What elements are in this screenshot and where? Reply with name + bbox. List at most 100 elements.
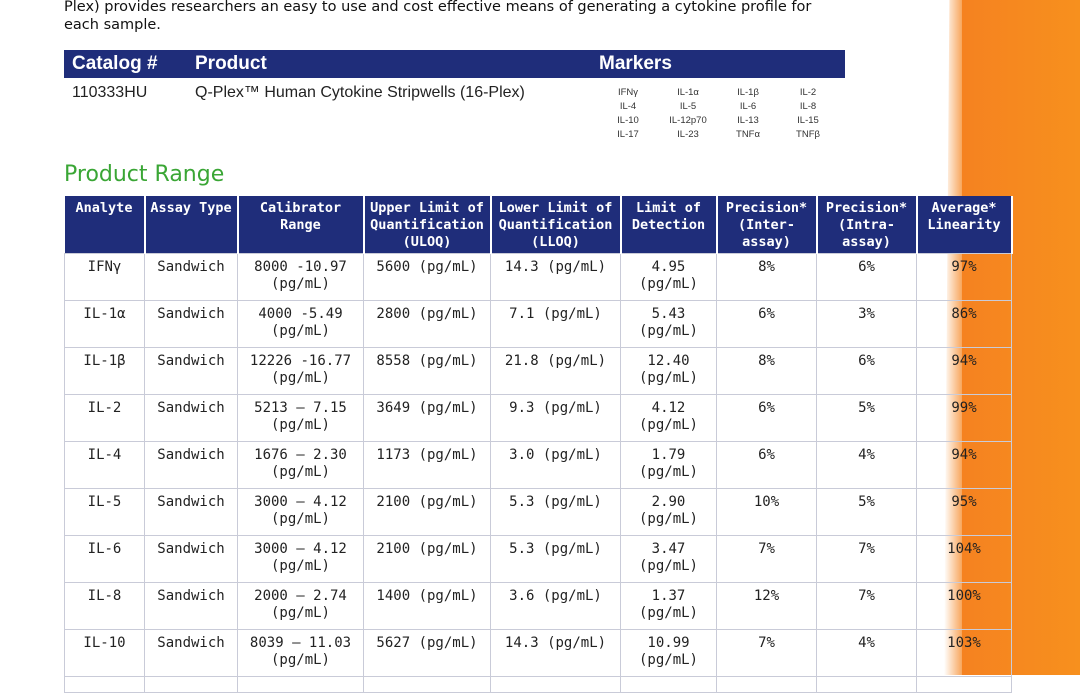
table-cell: 5.3 (pg/mL) (490, 488, 621, 536)
markers-header: Markers (599, 53, 672, 74)
table-cell: 1.79 (pg/mL) (620, 441, 717, 489)
catalog-number: 110333HU (72, 84, 148, 101)
table-cell: IL-1β (64, 347, 145, 395)
column-header: Lower Limit of Quantification (LLOQ) (490, 196, 622, 254)
table-cell: 14.3 (pg/mL) (490, 253, 621, 301)
table-cell: 8% (716, 347, 817, 395)
table-cell: Sandwich (144, 535, 238, 583)
marker-item: IL-2 (799, 87, 817, 98)
table-cell: 4000 -5.49 (pg/mL) (237, 300, 364, 348)
markers-grid: IFNγ IL-1α IL-1β IL-2 IL-4 IL-5 IL-6 IL-8 IL-10 I… (598, 86, 838, 142)
intro-line-2: each sample. (64, 17, 161, 33)
table-cell: 1.37 (pg/mL) (620, 582, 717, 630)
table-cell: IL-4 (64, 441, 145, 489)
table-cell: 14.3 (pg/mL) (490, 629, 621, 677)
table-cell: 12.40 (pg/mL) (620, 347, 717, 395)
table-cell: Sandwich (144, 394, 238, 442)
table-cell: 1400 (pg/mL) (363, 582, 491, 630)
column-header: Calibrator Range (237, 196, 365, 254)
column-header: Average* Linearity (916, 196, 1013, 254)
table-cell: 97% (916, 253, 1012, 301)
marker-item: IL-17 (617, 129, 639, 140)
table-cell: 4% (816, 441, 917, 489)
table-cell: 8% (716, 253, 817, 301)
table-cell: 3000 – 4.12 (pg/mL) (237, 488, 364, 536)
table-cell (237, 676, 364, 693)
table-cell: 4% (816, 629, 917, 677)
table-cell (363, 676, 491, 693)
table-cell: 3.47 (pg/mL) (620, 535, 717, 583)
table-cell: 3000 – 4.12 (pg/mL) (237, 535, 364, 583)
table-cell (716, 676, 817, 693)
table-row: IL-4 Sandwich 1676 – 2.30 (pg/mL) 1173 (pg/… (64, 441, 1012, 489)
table-cell: Sandwich (144, 629, 238, 677)
table-cell: 6% (716, 441, 817, 489)
marker-item: IL-4 (619, 101, 637, 112)
table-cell: 2.90 (pg/mL) (620, 488, 717, 536)
table-cell: 8000 -10.97 (pg/mL) (237, 253, 364, 301)
catalog-header: Catalog # (72, 53, 158, 74)
intro-line-1: Plex) provides researchers an easy to us… (64, 0, 812, 15)
marker-item: IL-10 (617, 115, 639, 126)
table-cell: 6% (816, 253, 917, 301)
table-row: IL-1β Sandwich 12226 -16.77 (pg/mL) 8558 (p… (64, 347, 1012, 395)
table-cell: 7% (816, 535, 917, 583)
table-cell: 94% (916, 347, 1012, 395)
table-cell: 7% (716, 535, 817, 583)
table-cell (64, 676, 145, 693)
table-cell (916, 676, 1012, 693)
table-cell: IL-1α (64, 300, 145, 348)
column-header: Assay Type (144, 196, 239, 254)
column-header: Analyte (64, 196, 146, 254)
marker-item: IL-13 (737, 115, 759, 126)
table-cell: IFNγ (64, 253, 145, 301)
column-header: Precision* (Inter-assay) (716, 196, 818, 254)
table-row: IFNγ Sandwich 8000 -10.97 (pg/mL) 5600 (pg/… (64, 253, 1012, 301)
marker-item: TNFα (736, 129, 760, 140)
product-name: Q-Plex™ Human Cytokine Stripwells (16-Pl… (195, 84, 525, 101)
table-row: IL-2 Sandwich 5213 – 7.15 (pg/mL) 3649 (pg/… (64, 394, 1012, 442)
table-cell: Sandwich (144, 582, 238, 630)
table-cell: 12% (716, 582, 817, 630)
table-cell: 86% (916, 300, 1012, 348)
marker-item: IL-1β (737, 87, 759, 98)
table-cell: IL-5 (64, 488, 145, 536)
table-cell: IL-2 (64, 394, 145, 442)
marker-item: TNFβ (796, 129, 820, 140)
table-cell: 1173 (pg/mL) (363, 441, 491, 489)
table-cell (144, 676, 238, 693)
table-cell: IL-6 (64, 535, 145, 583)
table-row: IL-10 Sandwich 8039 – 11.03 (pg/mL) 5627 (p… (64, 629, 1012, 677)
table-cell: 5213 – 7.15 (pg/mL) (237, 394, 364, 442)
table-cell (490, 676, 621, 693)
table-cell: 3649 (pg/mL) (363, 394, 491, 442)
table-cell: 21.8 (pg/mL) (490, 347, 621, 395)
table-cell: 7% (716, 629, 817, 677)
table-cell: 2800 (pg/mL) (363, 300, 491, 348)
catalog-table-header: Catalog # Product Markers (64, 50, 845, 78)
column-header: Limit of Detection (620, 196, 718, 254)
table-cell: 10.99 (pg/mL) (620, 629, 717, 677)
table-cell: 5.43 (pg/mL) (620, 300, 717, 348)
table-cell: 2100 (pg/mL) (363, 535, 491, 583)
marker-item: IL-8 (799, 101, 817, 112)
product-header: Product (195, 53, 267, 74)
table-cell: 5% (816, 394, 917, 442)
table-cell: 5627 (pg/mL) (363, 629, 491, 677)
table-cell: Sandwich (144, 488, 238, 536)
table-cell: 7.1 (pg/mL) (490, 300, 621, 348)
table-cell: 2000 – 2.74 (pg/mL) (237, 582, 364, 630)
table-row: IL-8 Sandwich 2000 – 2.74 (pg/mL) 1400 (pg/… (64, 582, 1012, 630)
table-cell: Sandwich (144, 441, 238, 489)
table-cell: 5% (816, 488, 917, 536)
table-row: IL-6 Sandwich 3000 – 4.12 (pg/mL) 2100 (pg/… (64, 535, 1012, 583)
table-cell: 6% (716, 300, 817, 348)
table-cell: 8558 (pg/mL) (363, 347, 491, 395)
column-header: Upper Limit of Quantification (ULOQ) (363, 196, 492, 254)
table-header-row: Analyte Assay Type Calibrator Range Upper L… (64, 196, 1013, 254)
table-cell: 3% (816, 300, 917, 348)
table-cell: 3.6 (pg/mL) (490, 582, 621, 630)
table-cell: 1676 – 2.30 (pg/mL) (237, 441, 364, 489)
product-range-title: Product Range (64, 162, 225, 187)
table-cell: 4.12 (pg/mL) (620, 394, 717, 442)
